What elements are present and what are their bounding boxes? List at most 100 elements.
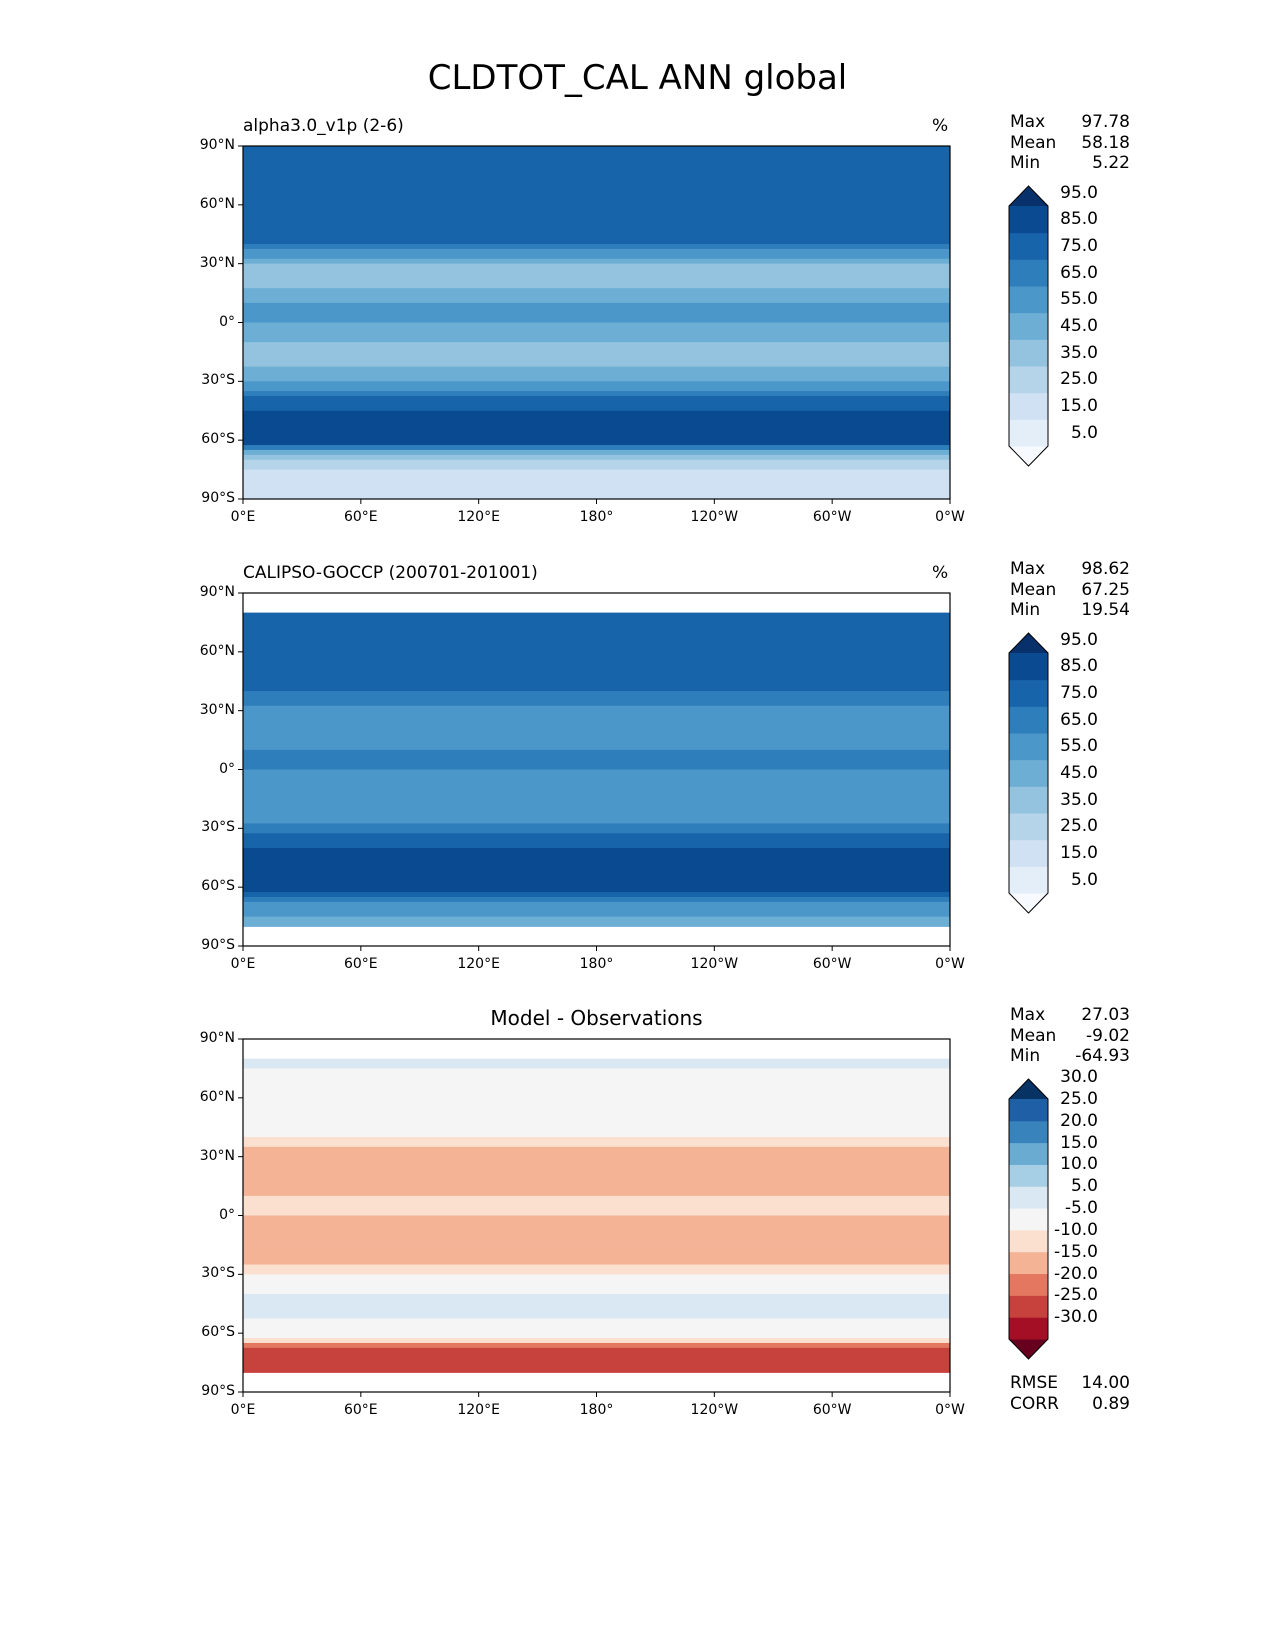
zonal-band	[243, 484, 950, 490]
zonal-band	[243, 818, 950, 824]
zonal-band	[243, 1318, 950, 1324]
colorbar-outline	[1008, 1078, 1049, 1360]
xtick-label: 60°W	[812, 956, 852, 972]
zonal-band	[243, 617, 950, 623]
colorbar-tick-label: 25.0	[1060, 369, 1098, 390]
colorbar-segment	[1009, 706, 1048, 734]
colorbar-segment	[1009, 679, 1048, 707]
stat-label: Min	[1010, 153, 1041, 173]
zonal-band	[243, 691, 950, 697]
zonal-band	[243, 199, 950, 206]
colorbar-segment	[1009, 1229, 1048, 1253]
xtick-label: 60°E	[343, 509, 378, 525]
zonal-band	[243, 1151, 950, 1158]
zonal-band	[243, 239, 950, 245]
zonal-band	[243, 686, 950, 692]
colorbar-segment	[1009, 653, 1048, 681]
zonal-band	[243, 258, 950, 265]
zonal-band	[243, 769, 950, 775]
zonal-band	[243, 224, 950, 230]
colorbar-tick-label: 30.0	[1060, 1067, 1098, 1088]
panel-title: alpha3.0_v1p (2-6)	[243, 116, 404, 136]
colorbar-segment	[1009, 1142, 1048, 1165]
units-label: %	[932, 116, 949, 136]
zonal-band	[243, 190, 950, 196]
colorbar-tick-label: 15.0	[1060, 1132, 1098, 1153]
stat-value: 27.03	[1081, 1005, 1130, 1025]
zonal-band	[243, 1127, 950, 1133]
zonal-band	[243, 1210, 950, 1216]
colorbar-segment	[1009, 759, 1048, 787]
zonal-band	[243, 1083, 950, 1089]
panel-title: CALIPSO-GOCCP (200701-201001)	[243, 563, 538, 583]
zonal-band	[243, 381, 950, 387]
colorbar-tick-label: 15.0	[1060, 843, 1098, 863]
colorbar-tick-label: 5.0	[1070, 869, 1098, 890]
zonal-band	[243, 627, 950, 633]
stat-value: 5.22	[1092, 153, 1130, 173]
zonal-band	[243, 1088, 950, 1094]
zonal-band	[243, 1333, 950, 1339]
zonal-band	[243, 921, 950, 927]
zonal-band	[243, 789, 950, 795]
ytick-label: 30°S	[201, 1265, 235, 1282]
colorbar-tick-label: 55.0	[1060, 736, 1098, 757]
colorbar-tick-label: 95.0	[1060, 182, 1098, 203]
xtick-label: 0°W	[935, 1402, 965, 1418]
zonal-band	[243, 901, 950, 908]
zonal-band	[243, 1166, 950, 1172]
zonal-band	[243, 337, 950, 343]
zonal-band	[243, 892, 950, 898]
stat-label: Max	[1010, 112, 1046, 132]
zonal-band	[243, 253, 950, 260]
zonal-band	[243, 1303, 950, 1310]
colorbar-tick-label: 25.0	[1060, 816, 1098, 837]
colorbar-extend-min	[1009, 446, 1048, 466]
colorbar-tick-label: 45.0	[1060, 763, 1098, 783]
zonal-band	[243, 175, 950, 181]
zonal-band	[243, 1264, 950, 1270]
colorbar-outline	[1008, 185, 1049, 467]
colorbar-tick-label: 75.0	[1060, 683, 1098, 703]
colorbar-extend-max	[1009, 186, 1048, 206]
zonal-band	[243, 661, 950, 668]
zonal-band	[243, 1156, 950, 1163]
zonal-band	[243, 268, 950, 274]
zonal-band	[243, 297, 950, 304]
zonal-band	[243, 838, 950, 844]
zonal-band	[243, 1308, 950, 1315]
zonal-band	[243, 916, 950, 922]
zonal-band	[243, 474, 950, 480]
colorbar-tick-label: 25.0	[1060, 1089, 1098, 1109]
colorbar-segment	[1009, 286, 1048, 314]
zonal-band	[243, 440, 950, 446]
zonal-band	[243, 1107, 950, 1114]
colorbar-segment	[1009, 1186, 1048, 1209]
xtick-label: 60°E	[343, 1402, 378, 1418]
zonal-band	[243, 1146, 950, 1153]
zonal-band	[243, 735, 950, 741]
zonal-band	[243, 366, 950, 373]
colorbar-segment	[1009, 232, 1048, 260]
zonal-band	[243, 1117, 950, 1123]
xtick-label: 60°E	[343, 956, 378, 972]
stat-label: Mean	[1010, 1025, 1057, 1046]
zonal-band	[243, 813, 950, 820]
ytick-label: 60°N	[199, 195, 235, 212]
zonal-band	[243, 1289, 950, 1295]
zonal-band	[243, 887, 950, 893]
zonal-band	[243, 1357, 950, 1364]
zonal-band	[243, 342, 950, 348]
ytick-label: 90°S	[201, 1383, 235, 1399]
zonal-band	[243, 146, 950, 152]
zonal-band	[243, 469, 950, 475]
zonal-band	[243, 410, 950, 417]
zonal-band	[243, 847, 950, 854]
zonal-band	[243, 1132, 950, 1138]
colorbar-tick-label: -5.0	[1064, 1198, 1098, 1219]
zonal-band	[243, 1215, 950, 1221]
zonal-band	[243, 695, 950, 702]
colorbar-segment	[1009, 206, 1048, 234]
zonal-band	[243, 828, 950, 834]
colorbar-tick-label: 20.0	[1060, 1110, 1098, 1131]
